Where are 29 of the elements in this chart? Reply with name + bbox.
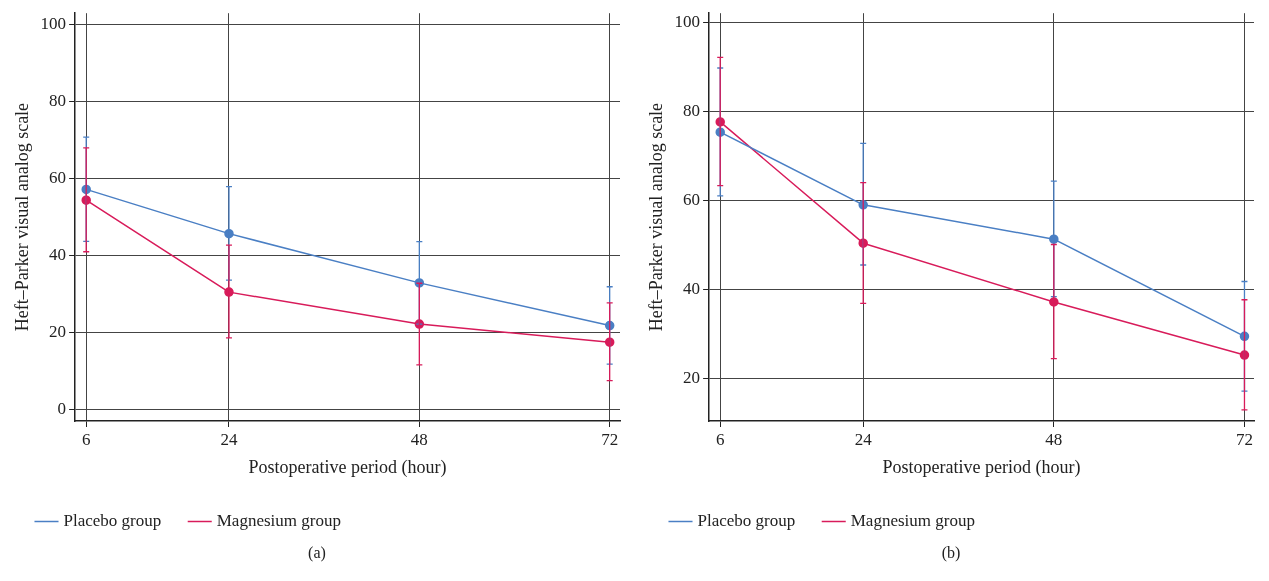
x-axis-title: Postoperative period (hour) xyxy=(882,456,1081,478)
x-tick-label: 72 xyxy=(1235,429,1253,449)
y-axis-title: Heft–Parker visual analog scale xyxy=(11,102,32,332)
y-tick-label: 80 xyxy=(49,91,67,111)
x-tick-label: 24 xyxy=(220,429,238,449)
y-tick-label: 60 xyxy=(49,168,67,188)
y-tick-label: 40 xyxy=(49,245,67,265)
legend-label: Magnesium group xyxy=(850,510,975,530)
x-tick-label: 6 xyxy=(715,429,725,449)
x-tick-label: 48 xyxy=(1045,429,1063,449)
y-tick-label: 40 xyxy=(683,278,701,298)
y-tick-label: 80 xyxy=(683,100,701,120)
y-tick-label: 0 xyxy=(57,398,67,418)
legend-label: Magnesium group xyxy=(216,510,341,530)
text: (a) xyxy=(307,544,327,562)
text: (b) xyxy=(940,544,962,562)
legend-label: Placebo group xyxy=(697,510,796,530)
x-tick-label: 24 xyxy=(854,429,873,449)
y-tick-label: 100 xyxy=(674,11,701,31)
y-tick-label: 100 xyxy=(40,14,67,34)
x-axis-title: Postoperative period (hour) xyxy=(248,456,447,478)
legend-label: Placebo group xyxy=(63,510,162,530)
x-tick-label: 6 xyxy=(81,429,91,449)
x-tick-label: 72 xyxy=(601,429,619,449)
y-tick-label: 20 xyxy=(683,368,701,388)
x-tick-label: 48 xyxy=(410,429,428,449)
y-axis-title: Heft–Parker visual analog scale xyxy=(645,102,666,332)
y-tick-label: 20 xyxy=(49,321,67,341)
y-tick-label: 60 xyxy=(683,189,701,209)
